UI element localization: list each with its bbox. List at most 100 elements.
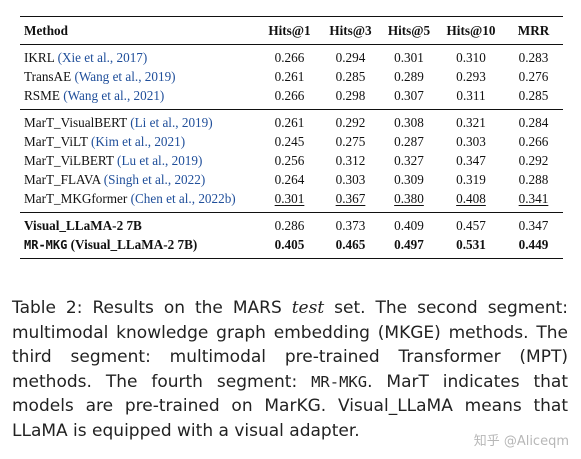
value-cell: 0.266 xyxy=(518,134,549,149)
value-cell: 0.310 xyxy=(438,44,504,68)
caption-text: Results on the MARS xyxy=(82,298,292,318)
citation-link[interactable]: (Wang et al., 2021) xyxy=(63,88,165,103)
value-cell-best: 0.465 xyxy=(321,235,380,259)
table-header-row: Method Hits@1 Hits@3 Hits@5 Hits@10 MRR xyxy=(20,16,563,45)
caption-italic: test xyxy=(291,298,325,318)
method-name-mono: MR-MKG xyxy=(24,238,68,252)
table-row: MR-MKG (Visual_LLaMA-2 7B) 0.405 0.465 0… xyxy=(20,235,563,259)
value-cell: 0.303 xyxy=(456,134,486,149)
citation-link[interactable]: (Wang et al., 2019) xyxy=(74,69,176,84)
value-cell-best: 0.497 xyxy=(380,235,438,259)
value-cell: 0.275 xyxy=(335,134,366,149)
method-name: RSME xyxy=(24,88,60,103)
method-cell: MarT_ViLBERT (Lu et al., 2019) xyxy=(20,152,258,171)
method-cell: TransAE (Wang et al., 2019) xyxy=(20,68,258,87)
header-hits1: Hits@1 xyxy=(258,16,321,45)
value-cell-underlined: 0.341 xyxy=(518,191,549,206)
value-cell: 0.284 xyxy=(504,109,563,133)
value-cell-best: 0.531 xyxy=(438,235,504,259)
value-cell: 0.298 xyxy=(335,88,366,103)
value-cell: 0.256 xyxy=(274,153,305,168)
method-cell: MarT_FLAVA (Singh et al., 2022) xyxy=(20,171,258,190)
results-table: Method Hits@1 Hits@3 Hits@5 Hits@10 MRR … xyxy=(20,16,563,259)
value-cell: 0.303 xyxy=(335,172,366,187)
value-cell-underlined: 0.301 xyxy=(274,191,305,206)
value-cell: 0.294 xyxy=(321,44,380,68)
value-cell: 0.311 xyxy=(456,88,486,103)
caption-label: Table 2: xyxy=(12,298,83,318)
citation-link[interactable]: (Lu et al., 2019) xyxy=(117,153,203,168)
header-mrr: MRR xyxy=(504,16,563,45)
value-cell: 0.292 xyxy=(518,153,549,168)
table-caption: Table 2: Results on the MARS test set. T… xyxy=(12,296,568,443)
table-row: IKRL (Xie et al., 2017) 0.266 0.294 0.30… xyxy=(20,44,563,68)
value-cell: 0.409 xyxy=(380,212,438,236)
value-cell: 0.266 xyxy=(258,44,321,68)
value-cell-best: 0.449 xyxy=(504,235,563,259)
header-hits5: Hits@5 xyxy=(380,16,438,45)
table-row: MarT_ViLT (Kim et al., 2021) 0.245 0.275… xyxy=(20,133,563,152)
value-cell: 0.301 xyxy=(380,44,438,68)
table-row: MarT_MKGformer (Chen et al., 2022b) 0.30… xyxy=(20,190,563,213)
table-row: MarT_ViLBERT (Lu et al., 2019) 0.256 0.3… xyxy=(20,152,563,171)
header-method: Method xyxy=(20,16,258,45)
watermark: 知乎 @Alicеqm xyxy=(473,434,569,449)
table-row: TransAE (Wang et al., 2019) 0.261 0.285 … xyxy=(20,68,563,87)
value-cell: 0.286 xyxy=(258,212,321,236)
caption-mono: MR-MKG xyxy=(311,372,368,391)
value-cell: 0.319 xyxy=(456,172,486,187)
value-cell: 0.293 xyxy=(456,69,486,84)
value-cell: 0.327 xyxy=(394,153,424,168)
value-cell-best: 0.405 xyxy=(258,235,321,259)
caption-text: set. The second segment: multimodal know… xyxy=(12,298,568,392)
value-cell: 0.321 xyxy=(438,109,504,133)
value-cell: 0.266 xyxy=(274,88,305,103)
method-cell: MarT_MKGformer (Chen et al., 2022b) xyxy=(20,190,258,213)
method-name: MarT_VisualBERT xyxy=(24,115,127,130)
value-cell: 0.245 xyxy=(274,134,305,149)
citation-link[interactable]: (Li et al., 2019) xyxy=(130,115,213,130)
caption-text: . MarT indicates that models are pre-tra… xyxy=(12,371,568,441)
value-cell: 0.288 xyxy=(518,172,549,187)
method-cell: IKRL (Xie et al., 2017) xyxy=(20,44,258,68)
value-cell: 0.347 xyxy=(456,153,486,168)
method-name: IKRL xyxy=(24,50,55,65)
method-name: MarT_ViLBERT xyxy=(24,153,114,168)
header-hits3: Hits@3 xyxy=(321,16,380,45)
method-name: TransAE xyxy=(24,69,72,84)
value-cell: 0.261 xyxy=(274,69,305,84)
value-cell: 0.312 xyxy=(335,153,366,168)
citation-link[interactable]: (Kim et al., 2021) xyxy=(90,134,186,149)
value-cell: 0.285 xyxy=(335,69,366,84)
table-row: RSME (Wang et al., 2021) 0.266 0.298 0.3… xyxy=(20,87,563,110)
method-name: MarT_MKGformer xyxy=(24,191,128,206)
method-name: MarT_FLAVA xyxy=(24,172,101,187)
value-cell: 0.283 xyxy=(504,44,563,68)
value-cell: 0.289 xyxy=(394,69,424,84)
method-name: MarT_ViLT xyxy=(24,134,88,149)
value-cell: 0.276 xyxy=(518,69,549,84)
method-name: Visual_LLaMA-2 7B xyxy=(24,218,142,233)
citation-link[interactable]: (Xie et al., 2017) xyxy=(57,50,148,65)
citation-link[interactable]: (Chen et al., 2022b) xyxy=(130,191,236,206)
method-cell: MarT_ViLT (Kim et al., 2021) xyxy=(20,133,258,152)
value-cell: 0.308 xyxy=(380,109,438,133)
table-row: MarT_FLAVA (Singh et al., 2022) 0.264 0.… xyxy=(20,171,563,190)
method-name: (Visual_LLaMA-2 7B) xyxy=(70,237,198,252)
method-cell: MR-MKG (Visual_LLaMA-2 7B) xyxy=(20,235,258,259)
value-cell: 0.373 xyxy=(321,212,380,236)
value-cell: 0.309 xyxy=(394,172,424,187)
method-cell: Visual_LLaMA-2 7B xyxy=(20,212,258,236)
value-cell-underlined: 0.367 xyxy=(335,191,366,206)
value-cell-underlined: 0.380 xyxy=(394,191,424,206)
value-cell-underlined: 0.408 xyxy=(456,191,486,206)
value-cell: 0.264 xyxy=(274,172,305,187)
table-row: Visual_LLaMA-2 7B 0.286 0.373 0.409 0.45… xyxy=(20,212,563,236)
value-cell: 0.285 xyxy=(518,88,549,103)
value-cell: 0.307 xyxy=(394,88,424,103)
header-hits10: Hits@10 xyxy=(438,16,504,45)
value-cell: 0.292 xyxy=(321,109,380,133)
value-cell: 0.261 xyxy=(258,109,321,133)
value-cell: 0.457 xyxy=(438,212,504,236)
citation-link[interactable]: (Singh et al., 2022) xyxy=(103,172,206,187)
